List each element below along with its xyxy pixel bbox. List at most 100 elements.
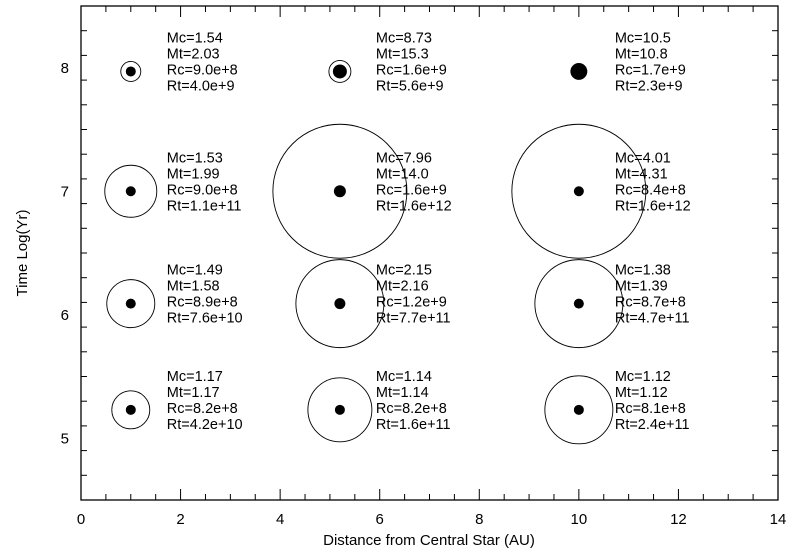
annotation-mc: Mc=1.17 bbox=[167, 369, 223, 385]
annotation-mc: Mc=8.73 bbox=[376, 30, 432, 46]
point-annotation: Mc=10.5Mt=10.8Rc=1.7e+9Rt=2.3e+9 bbox=[615, 30, 686, 94]
core-dot bbox=[333, 185, 346, 198]
annotation-rc: Rc=8.1e+8 bbox=[615, 401, 686, 417]
annotation-mt: Mt=15.3 bbox=[376, 46, 429, 62]
core-dot bbox=[125, 298, 136, 309]
annotation-rc: Rc=8.2e+8 bbox=[167, 401, 238, 417]
annotation-rt: Rt=7.7e+11 bbox=[376, 311, 451, 327]
y-tick-label: 5 bbox=[61, 430, 69, 447]
core-dot bbox=[570, 63, 587, 80]
core-dot bbox=[334, 298, 346, 310]
annotation-rt: Rt=1.6e+11 bbox=[376, 417, 451, 433]
x-tick-label: 14 bbox=[770, 511, 787, 528]
core-dot bbox=[125, 66, 136, 77]
annotation-mc: Mc=1.53 bbox=[167, 150, 223, 166]
y-axis-label: Time Log(Yr) bbox=[14, 210, 31, 297]
total-radius-circle bbox=[544, 375, 614, 445]
annotation-mc: Mc=1.38 bbox=[615, 263, 671, 279]
annotation-mc: Mc=1.54 bbox=[167, 30, 223, 46]
annotation-rt: Rt=5.6e+9 bbox=[376, 78, 444, 94]
total-radius-circle bbox=[328, 60, 352, 83]
y-tick-label: 6 bbox=[61, 307, 69, 324]
total-radius-circle bbox=[534, 259, 624, 349]
annotation-mc: Mc=4.01 bbox=[615, 150, 671, 166]
annotation-mc: Mc=1.14 bbox=[376, 369, 432, 385]
x-tick-label: 10 bbox=[571, 511, 588, 528]
annotation-mt: Mt=2.03 bbox=[167, 46, 220, 62]
total-radius-circle bbox=[511, 123, 647, 259]
annotation-mt: Mt=1.14 bbox=[376, 385, 429, 401]
core-dot bbox=[332, 64, 347, 79]
annotation-rc: Rc=8.7e+8 bbox=[615, 295, 686, 311]
annotation-mt: Mt=4.31 bbox=[615, 166, 668, 182]
x-tick-label: 12 bbox=[670, 511, 687, 528]
annotation-rc: Rc=1.7e+9 bbox=[615, 62, 686, 78]
x-tick-label: 6 bbox=[376, 511, 384, 528]
x-tick-label: 2 bbox=[176, 511, 184, 528]
annotation-mt: Mt=1.17 bbox=[167, 385, 220, 401]
total-radius-circle bbox=[106, 279, 156, 329]
total-radius-circle bbox=[120, 61, 142, 82]
annotation-rc: Rc=8.4e+8 bbox=[615, 182, 686, 198]
core-dot bbox=[573, 404, 584, 415]
annotation-rc: Rc=8.9e+8 bbox=[167, 295, 238, 311]
annotation-rt: Rt=4.7e+11 bbox=[615, 311, 690, 327]
annotation-rt: Rt=4.0e+9 bbox=[167, 78, 235, 94]
annotation-rt: Rt=2.3e+9 bbox=[615, 78, 683, 94]
annotation-rc: Rc=8.2e+8 bbox=[376, 401, 447, 417]
annotation-mt: Mt=1.58 bbox=[167, 279, 220, 295]
annotation-mt: Mt=2.16 bbox=[376, 279, 429, 295]
marks bbox=[104, 60, 647, 445]
annotation-rt: Rt=1.6e+12 bbox=[615, 198, 691, 214]
x-tick-label: 4 bbox=[276, 511, 284, 528]
annotation-mt: Mt=1.12 bbox=[615, 385, 668, 401]
core-dot bbox=[334, 404, 345, 415]
ticks: 0 2 4 6 8 10 12 14 5 6 7 8 bbox=[61, 5, 787, 528]
core-dot bbox=[573, 298, 584, 309]
annotation-rc: Rc=9.0e+8 bbox=[167, 62, 238, 78]
annotation-mt: Mt=14.0 bbox=[376, 166, 429, 182]
x-axis-label: Distance from Central Star (AU) bbox=[323, 532, 535, 549]
annotation-mc: Mc=1.12 bbox=[615, 369, 671, 385]
annotations: Mc=1.17Mt=1.17Rc=8.2e+8Rt=4.2e+10Mc=1.14… bbox=[167, 30, 691, 432]
y-tick-label: 8 bbox=[61, 60, 69, 77]
annotation-rc: Rc=1.6e+9 bbox=[376, 62, 447, 78]
annotation-rt: Rt=1.1e+11 bbox=[167, 198, 242, 214]
total-radius-circle bbox=[307, 377, 373, 443]
total-radius-circle bbox=[295, 259, 385, 349]
annotation-rc: Rc=1.2e+9 bbox=[376, 295, 447, 311]
annotation-mt: Mt=1.39 bbox=[615, 279, 668, 295]
x-tick-label: 0 bbox=[77, 511, 85, 528]
core-dot bbox=[573, 186, 584, 197]
annotation-rt: Rt=7.6e+10 bbox=[167, 311, 243, 327]
annotation-rt: Rt=4.2e+10 bbox=[167, 417, 243, 433]
core-dot bbox=[125, 404, 136, 415]
annotation-rc: Rc=9.0e+8 bbox=[167, 182, 238, 198]
total-radius-circle bbox=[111, 390, 151, 430]
core-dot bbox=[125, 186, 136, 197]
annotation-rc: Rc=1.6e+9 bbox=[376, 182, 447, 198]
annotation-mc: Mc=7.96 bbox=[376, 150, 432, 166]
annotation-mc: Mc=1.49 bbox=[167, 263, 223, 279]
annotation-mc: Mc=2.15 bbox=[376, 263, 432, 279]
total-radius-circle bbox=[272, 123, 408, 259]
annotation-mc: Mc=10.5 bbox=[615, 30, 671, 46]
annotation-rt: Rt=2.4e+11 bbox=[615, 417, 690, 433]
annotation-mt: Mt=10.8 bbox=[615, 46, 668, 62]
y-tick-label: 7 bbox=[61, 183, 69, 200]
annotation-rt: Rt=1.6e+12 bbox=[376, 198, 452, 214]
total-radius-circle bbox=[104, 164, 158, 218]
annotation-mt: Mt=1.99 bbox=[167, 166, 220, 182]
